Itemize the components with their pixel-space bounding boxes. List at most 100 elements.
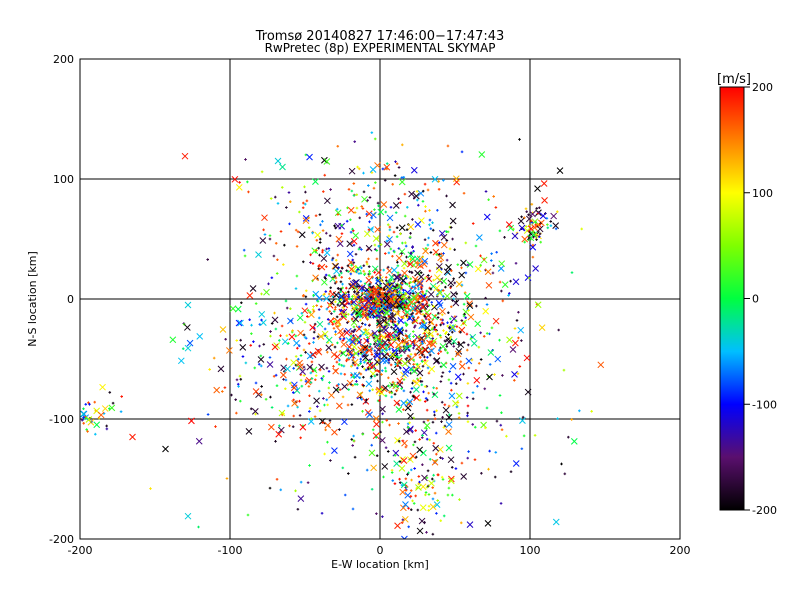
data-point [498,394,502,397]
data-point [284,387,287,391]
data-point [315,304,319,307]
data-point [487,349,495,356]
data-point [401,241,404,245]
data-point [363,295,367,299]
data-point [85,428,88,431]
data-point [387,315,391,318]
data-point [325,231,328,235]
data-point [517,310,520,314]
data-point [509,470,513,474]
data-point [448,413,451,417]
data-point [332,386,340,394]
data-point [393,285,397,289]
data-point [361,322,364,325]
data-point [350,313,354,316]
data-point [367,304,371,308]
data-point [119,410,123,413]
data-point [359,318,362,322]
data-point [325,265,328,268]
data-point [340,232,344,235]
data-point [373,342,376,346]
data-point [446,351,449,355]
data-point [345,359,348,363]
data-point [400,252,403,255]
data-point [523,240,526,244]
data-point [411,285,414,289]
data-point [426,188,430,192]
data-point [389,351,397,359]
data-point [416,527,424,535]
data-point [315,294,323,302]
data-point [529,243,537,251]
data-point [450,388,453,392]
data-point [383,179,387,182]
data-point [409,252,413,256]
data-point [488,449,491,453]
data-point [490,259,493,262]
data-point [386,282,389,286]
data-point [423,521,426,524]
data-point [529,219,533,223]
data-point [309,417,313,421]
data-point [235,411,238,415]
data-point [479,358,483,361]
data-point [375,352,379,355]
data-point [325,366,329,370]
data-point [433,357,441,364]
data-point [385,279,388,282]
data-point [369,343,372,346]
data-point [386,236,393,243]
data-point [428,479,435,487]
data-point [383,252,387,255]
data-point [402,501,409,508]
data-point [400,176,404,179]
data-point [511,371,518,378]
data-point [310,366,318,374]
data-point [169,336,177,344]
data-point [350,304,358,312]
data-point [247,190,250,194]
data-point [351,361,355,365]
plot-frame [79,58,681,540]
data-point [539,240,543,244]
data-point [358,216,362,220]
data-point [346,250,354,258]
data-point [382,357,390,365]
data-point [285,206,288,209]
data-point [279,163,286,171]
data-point [404,274,407,278]
data-point [413,467,416,470]
data-point [488,363,492,366]
data-point [536,225,544,233]
data-point [355,311,359,315]
data-point [416,377,419,381]
data-point [259,237,267,244]
data-point [274,241,278,245]
data-point [467,313,475,321]
data-point [263,233,267,236]
data-point [352,334,355,337]
data-point [403,428,410,436]
data-point [266,361,274,368]
data-point [335,280,338,284]
data-point [446,493,450,497]
data-point [223,386,227,389]
data-point [352,243,356,247]
data-point [356,296,360,299]
data-point [498,229,502,233]
data-point [298,210,301,214]
data-point [570,418,574,421]
data-point [466,302,474,309]
data-point [242,248,246,252]
data-point [448,370,452,373]
data-point [531,255,535,259]
data-point [324,273,328,277]
data-point [308,394,311,398]
data-point [400,483,404,487]
data-point [304,190,307,194]
data-point [395,162,399,166]
data-point [424,205,427,208]
data-point [347,356,350,360]
data-point [570,438,578,445]
data-point [303,336,307,339]
